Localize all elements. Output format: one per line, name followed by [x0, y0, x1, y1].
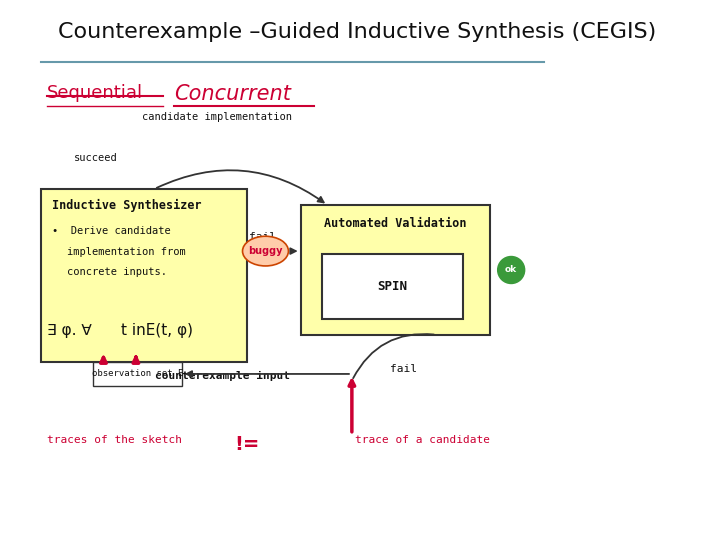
- FancyBboxPatch shape: [41, 189, 246, 362]
- Text: counterexample input: counterexample input: [155, 370, 289, 381]
- Text: !=: !=: [234, 435, 259, 454]
- Text: buggy: buggy: [248, 246, 283, 256]
- Text: fail: fail: [248, 232, 276, 242]
- Text: succeed: succeed: [73, 153, 117, 163]
- Text: trace of a candidate: trace of a candidate: [354, 435, 490, 445]
- Text: ok: ok: [505, 266, 517, 274]
- Text: ∃ φ. ∀      t inΕ(t, φ): ∃ φ. ∀ t inΕ(t, φ): [47, 322, 193, 338]
- Text: Inductive Synthesizer: Inductive Synthesizer: [52, 199, 202, 212]
- Text: candidate implementation: candidate implementation: [142, 111, 292, 122]
- FancyBboxPatch shape: [322, 254, 462, 319]
- Text: SPIN: SPIN: [377, 280, 408, 293]
- Text: implementation from: implementation from: [67, 247, 186, 258]
- Ellipse shape: [243, 236, 289, 266]
- Text: concrete inputs.: concrete inputs.: [67, 267, 167, 278]
- FancyBboxPatch shape: [300, 205, 490, 335]
- Text: fail: fail: [390, 364, 417, 375]
- Text: •  Derive candidate: • Derive candidate: [52, 226, 171, 236]
- Text: Automated Validation: Automated Validation: [324, 217, 467, 230]
- Text: traces of the sketch: traces of the sketch: [47, 435, 181, 445]
- Circle shape: [498, 256, 525, 284]
- Text: Counterexample –Guided Inductive Synthesis (CEGIS): Counterexample –Guided Inductive Synthes…: [58, 22, 656, 42]
- Text: observation set E: observation set E: [91, 369, 183, 379]
- FancyBboxPatch shape: [93, 362, 181, 386]
- Text: Sequential: Sequential: [47, 84, 143, 102]
- Text: Concurrent: Concurrent: [174, 84, 291, 104]
